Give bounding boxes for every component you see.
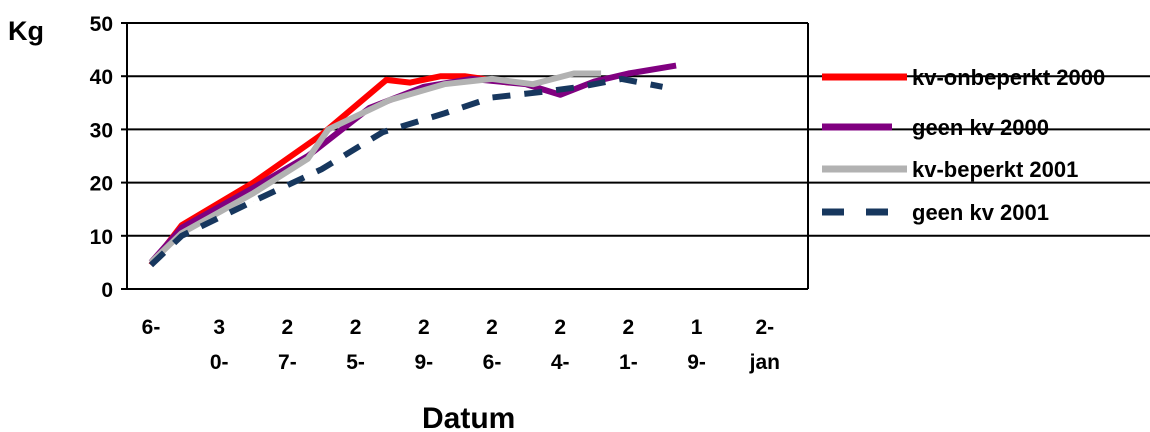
x-tick-label: 6- <box>142 316 161 339</box>
x-tick-label: 5- <box>346 351 365 374</box>
x-tick-label: 6- <box>483 351 502 374</box>
legend: kv-onbeperkt 2000 geen kv 2000 kv-beperkt … <box>822 65 1105 225</box>
y-tick-label: 20 <box>90 173 113 196</box>
y-axis-ticks: 0 10 20 30 40 50 <box>90 13 127 302</box>
x-tick-label: 2 <box>282 316 294 339</box>
legend-label: geen kv 2001 <box>912 200 1049 225</box>
x-tick-label: 1- <box>619 351 638 374</box>
x-tick-label: 2 <box>554 316 566 339</box>
y-tick-label: 10 <box>90 226 113 249</box>
x-tick-label: 7- <box>278 351 297 374</box>
y-tick-label: 30 <box>90 119 113 142</box>
x-tick-label: 2- <box>755 316 774 339</box>
series-lines <box>148 62 677 268</box>
x-tick-label: 2 <box>623 316 635 339</box>
legend-label: geen kv 2000 <box>912 115 1049 140</box>
x-tick-label: 9- <box>414 351 433 374</box>
x-tick-label: 2 <box>418 316 430 339</box>
x-tick-label: 4- <box>551 351 570 374</box>
series-line-3 <box>148 75 664 268</box>
x-axis-ticks: 6- 3 0- 2 7- 2 5- 2 9- 2 6- 2 4- 2 1- 1 9- 2- jan <box>142 316 780 374</box>
x-tick-label: 9- <box>687 351 706 374</box>
x-tick-label: jan <box>749 351 780 374</box>
y-tick-label: 0 <box>101 279 113 302</box>
plot-area <box>126 22 809 290</box>
legend-label: kv-beperkt 2001 <box>912 157 1078 182</box>
y-tick-label: 50 <box>90 13 113 36</box>
x-tick-label: 1 <box>691 316 703 339</box>
series-line-2 <box>148 70 602 265</box>
x-tick-label: 0- <box>210 351 229 374</box>
y-axis-label: Kg <box>8 16 44 46</box>
x-tick-label: 2 <box>350 316 362 339</box>
x-axis-label: Datum <box>422 402 515 432</box>
y-tick-label: 40 <box>90 66 113 89</box>
x-tick-label: 3 <box>213 316 225 339</box>
legend-label: kv-onbeperkt 2000 <box>912 65 1105 90</box>
x-tick-label: 2 <box>486 316 498 339</box>
